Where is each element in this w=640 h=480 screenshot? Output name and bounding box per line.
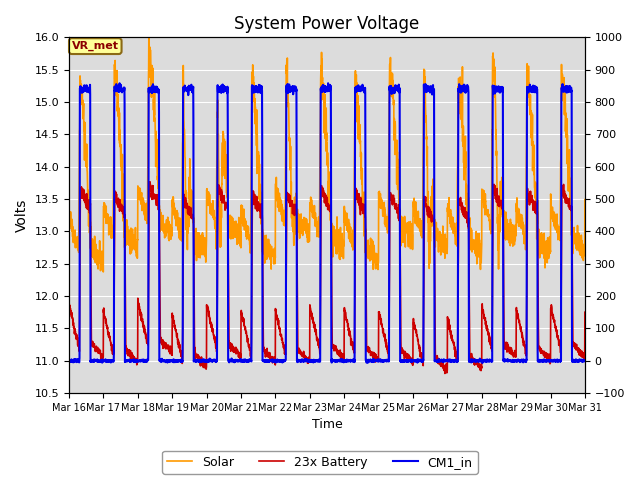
23x Battery: [572, 346, 579, 351]
CM1_in: [285, 82, 293, 87]
Line: CM1_in: CM1_in: [69, 83, 585, 363]
Solar: [145, 34, 153, 40]
23x Battery: [155, 203, 163, 209]
CM1_in: [516, 358, 524, 363]
CM1_in: [263, 359, 271, 365]
CM1_in: [124, 357, 132, 363]
CM1_in: [572, 358, 579, 363]
Solar: [263, 244, 271, 250]
23x Battery: [263, 346, 271, 351]
CM1_in: [581, 358, 589, 363]
23x Battery: [441, 371, 449, 376]
23x Battery: [285, 198, 293, 204]
X-axis label: Time: Time: [312, 419, 342, 432]
Y-axis label: Volts: Volts: [15, 199, 29, 232]
Solar: [572, 240, 579, 246]
Solar: [581, 197, 589, 203]
Solar: [65, 212, 73, 218]
Solar: [155, 200, 163, 205]
Solar: [124, 240, 132, 246]
23x Battery: [124, 347, 132, 353]
Line: Solar: Solar: [69, 37, 585, 272]
23x Battery: [581, 309, 589, 315]
23x Battery: [65, 304, 73, 310]
CM1_in: [65, 357, 73, 363]
Legend: Solar, 23x Battery, CM1_in: Solar, 23x Battery, CM1_in: [163, 451, 477, 474]
Solar: [99, 269, 107, 275]
CM1_in: [324, 80, 332, 86]
CM1_in: [155, 88, 163, 94]
Solar: [285, 138, 293, 144]
CM1_in: [479, 360, 486, 366]
Title: System Power Voltage: System Power Voltage: [234, 15, 420, 33]
Line: 23x Battery: 23x Battery: [69, 182, 585, 373]
Text: VR_met: VR_met: [72, 41, 119, 51]
Solar: [516, 216, 524, 222]
23x Battery: [516, 320, 524, 325]
23x Battery: [145, 179, 153, 185]
